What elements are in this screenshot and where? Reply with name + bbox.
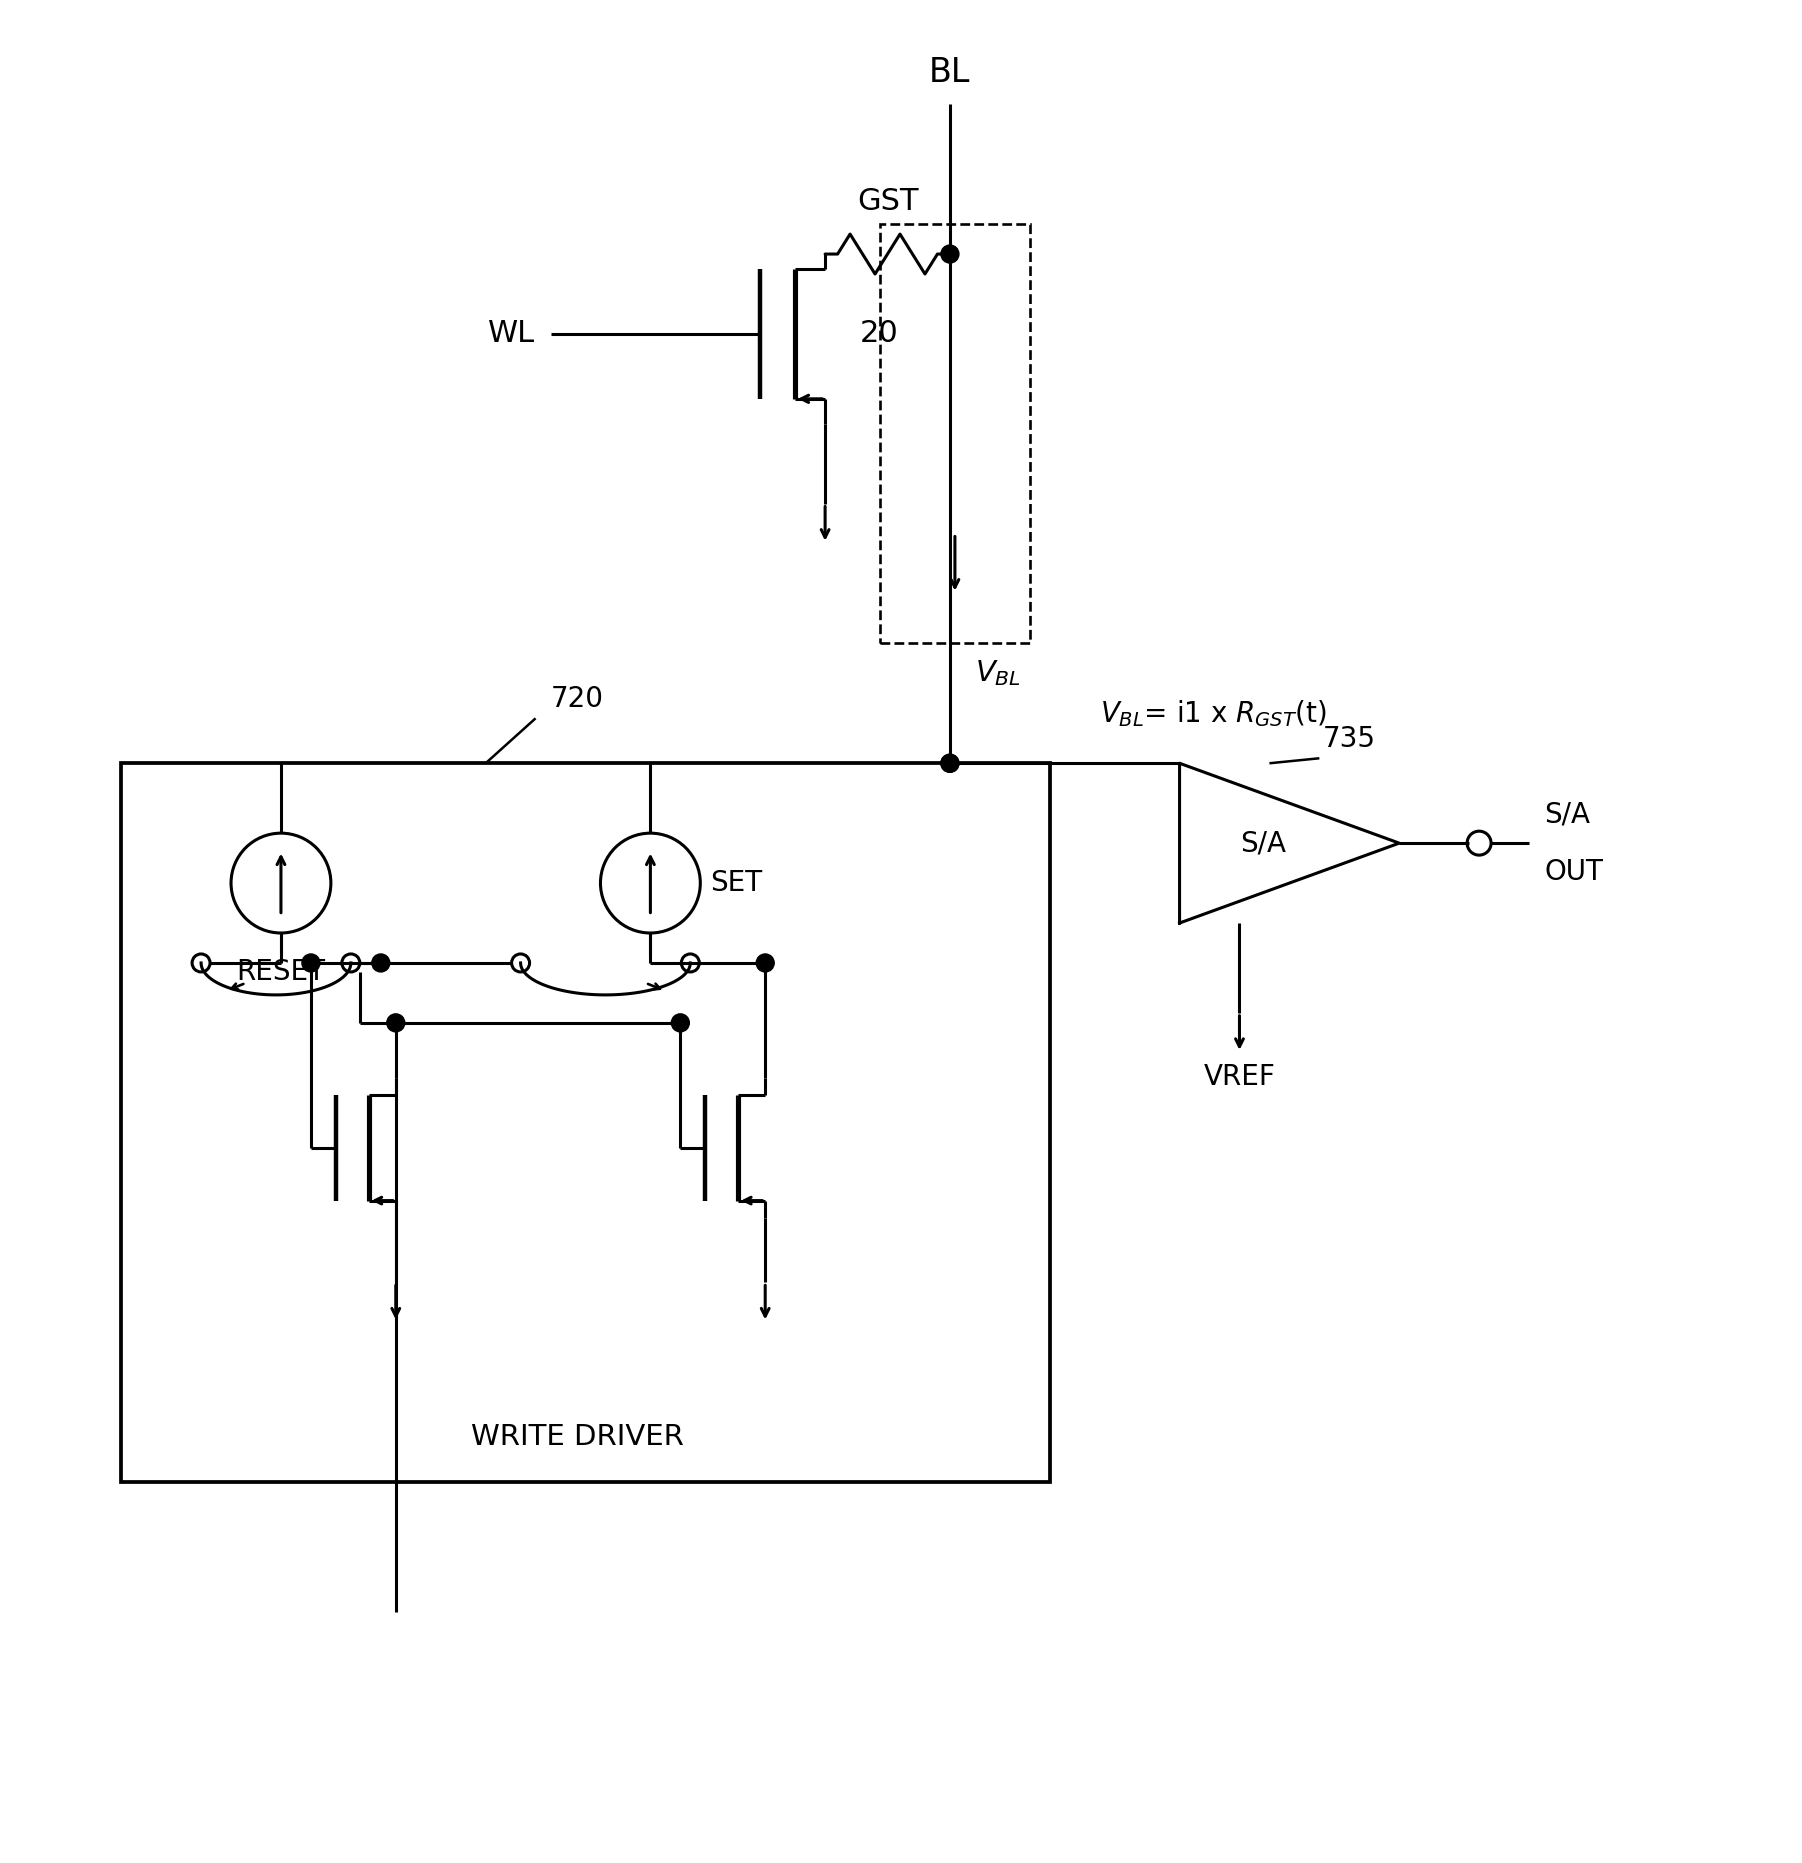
Circle shape: [672, 1013, 690, 1032]
Text: 735: 735: [1323, 725, 1375, 753]
Text: BL: BL: [930, 56, 971, 89]
Text: RESET: RESET: [236, 958, 326, 986]
Circle shape: [303, 954, 321, 972]
Text: 720: 720: [551, 686, 604, 714]
Text: S/A: S/A: [1240, 829, 1287, 857]
Circle shape: [387, 1013, 405, 1032]
Bar: [121, 764, 1051, 1483]
Circle shape: [757, 954, 775, 972]
Text: SET: SET: [710, 868, 762, 898]
Text: WL: WL: [488, 319, 535, 348]
Circle shape: [371, 954, 389, 972]
Text: $V_{BL}$= i1 x $R_{GST}$(t): $V_{BL}$= i1 x $R_{GST}$(t): [1099, 699, 1326, 728]
Text: OUT: OUT: [1544, 859, 1604, 887]
Text: VREF: VREF: [1204, 1062, 1276, 1092]
Bar: [879, 224, 1029, 643]
Circle shape: [941, 755, 959, 773]
Circle shape: [941, 246, 959, 263]
Text: GST: GST: [856, 186, 919, 216]
Text: $V_{BL}$: $V_{BL}$: [975, 658, 1022, 687]
Text: S/A: S/A: [1544, 801, 1589, 829]
Text: WRITE DRIVER: WRITE DRIVER: [470, 1423, 685, 1451]
Text: 20: 20: [860, 319, 899, 348]
Circle shape: [941, 755, 959, 773]
